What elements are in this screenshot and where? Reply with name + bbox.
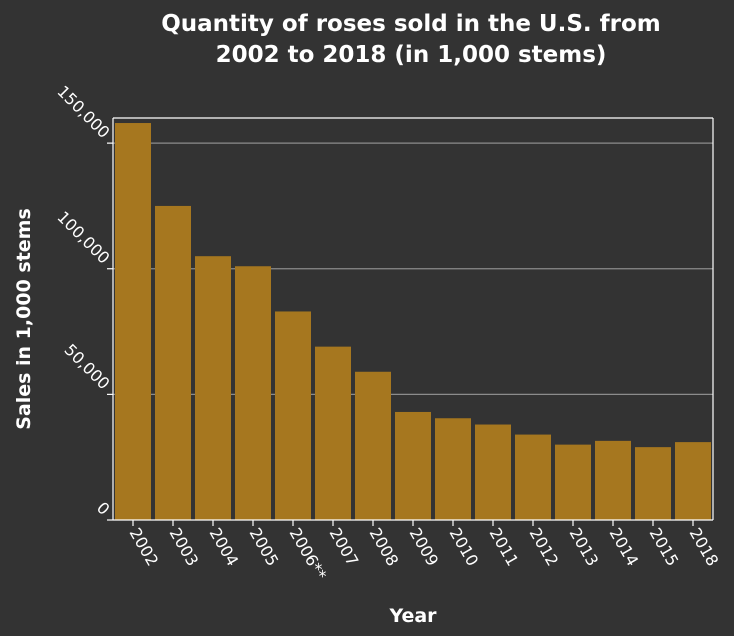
bar xyxy=(435,418,471,520)
y-tick-label: 150,000 xyxy=(53,82,113,142)
y-tick-label: 0 xyxy=(93,498,114,519)
bars xyxy=(115,123,711,521)
bar xyxy=(275,311,311,520)
bar xyxy=(355,371,391,520)
bar xyxy=(395,411,431,520)
x-tick-label: 2003 xyxy=(166,525,203,570)
x-tick-labels: 2002 2003 2004 2005 2006**2007 2008 2009 2010 20… xyxy=(126,520,723,584)
bar xyxy=(475,424,511,520)
x-tick-label: 2006** xyxy=(286,525,331,584)
x-tick-label: 2007 xyxy=(326,525,363,570)
bar xyxy=(515,434,551,520)
bar xyxy=(315,346,351,520)
y-tick-labels: 0 50,000 100,000 150,000 xyxy=(53,82,114,521)
bar xyxy=(595,440,631,520)
x-tick-label: 2011 xyxy=(486,525,523,570)
x-tick-label: 2005 xyxy=(246,525,283,570)
x-tick-label: 2010 xyxy=(446,525,483,570)
y-tick-label: 100,000 xyxy=(53,207,113,267)
y-tick-label: 50,000 xyxy=(61,340,114,393)
chart-title-line-2: 2002 to 2018 (in 1,000 stems) xyxy=(216,42,607,68)
bar xyxy=(115,123,151,521)
bar xyxy=(155,205,191,520)
bar xyxy=(235,266,271,520)
chart-title-line-1: Quantity of roses sold in the U.S. from xyxy=(161,11,661,37)
bar xyxy=(195,256,231,520)
x-tick-label: 2008 xyxy=(366,525,403,570)
x-tick-label: 2015 xyxy=(646,525,683,570)
x-tick-label: 2004 xyxy=(206,525,243,570)
bar xyxy=(555,444,591,520)
y-axis-label: Sales in 1,000 stems xyxy=(13,208,35,430)
x-axis-label: Year xyxy=(388,605,437,627)
x-tick-label: 2009 xyxy=(406,525,443,570)
x-tick-label: 2013 xyxy=(566,525,603,570)
x-tick-label: 2018 xyxy=(686,525,723,570)
x-tick-label: 2002 xyxy=(126,525,163,570)
bar xyxy=(675,442,711,520)
x-tick-label: 2014 xyxy=(606,525,643,570)
bar xyxy=(635,447,671,520)
x-tick-label: 2012 xyxy=(526,525,563,570)
